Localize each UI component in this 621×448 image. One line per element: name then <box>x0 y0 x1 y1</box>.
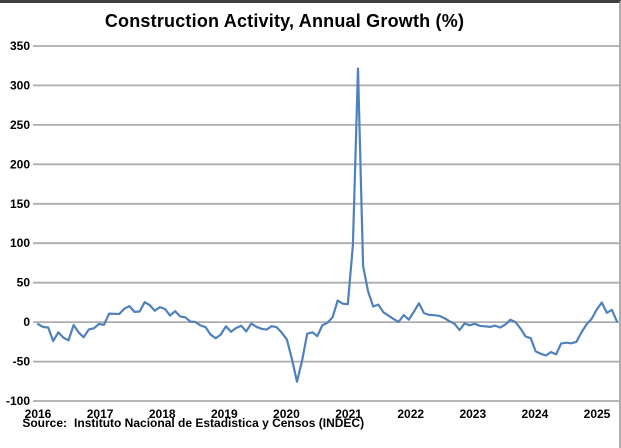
y-tick-label: 0 <box>23 315 30 329</box>
x-tick-label: 2020 <box>273 407 300 421</box>
source-line: Source: Instituto Nacional de Estadistica… <box>9 402 364 444</box>
x-tick-label: 2018 <box>149 407 176 421</box>
y-tick-label: 300 <box>10 78 30 92</box>
y-tick-label: 250 <box>10 118 30 132</box>
x-tick-label: 2021 <box>335 407 362 421</box>
y-tick-label: 100 <box>10 236 30 250</box>
source-label: Source: <box>22 416 68 430</box>
y-tick-label: -50 <box>13 355 31 369</box>
x-tick-label: 2022 <box>397 407 424 421</box>
y-tick-label: 150 <box>10 197 30 211</box>
y-tick-label: 200 <box>10 157 30 171</box>
x-tick-label: 2016 <box>25 407 52 421</box>
source-text: Instituto Nacional de Estadistica y Cens… <box>74 416 365 430</box>
x-tick-label: 2019 <box>211 407 238 421</box>
y-tick-label: 350 <box>10 39 30 53</box>
y-tick-label: 50 <box>17 276 31 290</box>
x-tick-label: 2024 <box>522 407 549 421</box>
x-tick-label: 2017 <box>87 407 114 421</box>
y-tick-label: -100 <box>6 394 30 408</box>
data-series-line <box>36 67 619 383</box>
chart-title: Construction Activity, Annual Growth (%) <box>104 11 465 31</box>
x-tick-label: 2025 <box>584 407 611 421</box>
x-tick-label: 2023 <box>459 407 486 421</box>
